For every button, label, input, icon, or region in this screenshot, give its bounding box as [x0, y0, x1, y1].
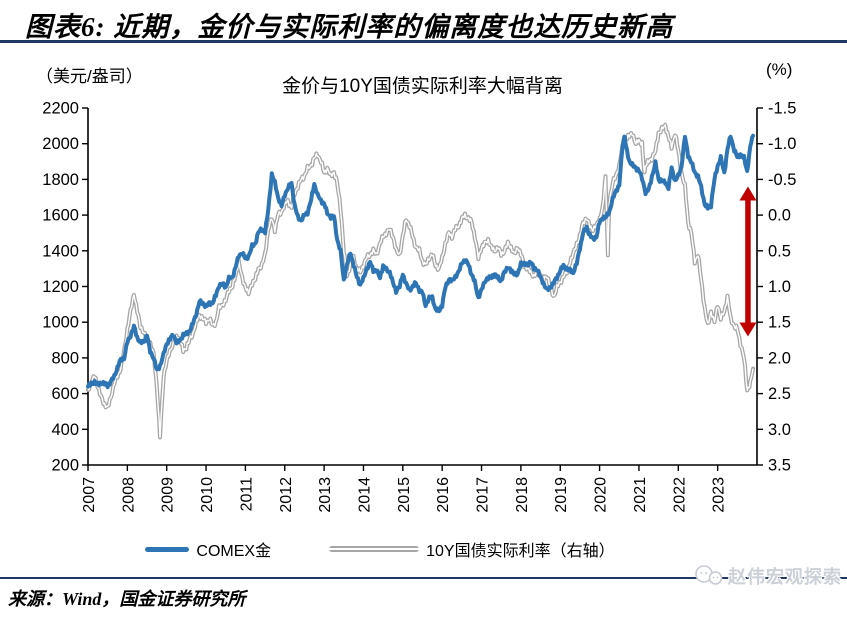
- svg-text:2017: 2017: [475, 477, 492, 513]
- svg-text:-1.5: -1.5: [768, 100, 796, 118]
- svg-text:2009: 2009: [160, 477, 177, 513]
- svg-text:600: 600: [51, 385, 79, 403]
- svg-text:0.5: 0.5: [768, 242, 791, 260]
- legend-label-comex-gold: COMEX金: [196, 543, 272, 560]
- divergence-double-arrow: [739, 186, 757, 337]
- svg-text:2019: 2019: [553, 477, 570, 513]
- svg-text:800: 800: [51, 349, 79, 367]
- svg-text:2.0: 2.0: [768, 349, 791, 367]
- svg-text:2022: 2022: [671, 477, 688, 513]
- svg-text:2008: 2008: [120, 477, 137, 513]
- svg-text:-0.5: -0.5: [768, 171, 796, 189]
- source-note: 来源：Wind，国金证券研究所: [8, 589, 246, 609]
- axis-ticks: [82, 107, 763, 471]
- svg-text:2010: 2010: [199, 477, 216, 513]
- svg-text:2015: 2015: [396, 477, 413, 513]
- real-rate-line-core: [87, 124, 754, 439]
- watermark: 赵伟宏观探索: [694, 563, 842, 589]
- svg-text:2016: 2016: [435, 477, 452, 513]
- rate-line-swatch-icon: [329, 546, 420, 552]
- svg-text:3.0: 3.0: [768, 421, 791, 439]
- comex-gold-line: [86, 133, 756, 390]
- chart-legend: COMEX金 10Y国债实际利率（右轴）: [60, 537, 700, 561]
- svg-text:2012: 2012: [278, 477, 295, 513]
- chat-bubbles-logo-icon: [695, 565, 723, 585]
- svg-text:1.5: 1.5: [768, 314, 791, 332]
- svg-text:1.0: 1.0: [768, 278, 791, 296]
- legend-label-real-rate: 10Y国债实际利率（右轴）: [426, 543, 615, 560]
- svg-text:2021: 2021: [632, 477, 649, 513]
- svg-text:400: 400: [51, 421, 79, 439]
- svg-text:1800: 1800: [42, 171, 79, 189]
- axis-tick-labels: 200 400 600 800 1000 1200 1400 1600 1800 2000 2200…: [42, 100, 796, 513]
- svg-text:2200: 2200: [42, 100, 79, 118]
- gold-line-swatch-icon: [145, 546, 190, 552]
- footer-rule: [0, 577, 847, 579]
- svg-text:2013: 2013: [317, 477, 334, 513]
- svg-text:1200: 1200: [42, 278, 79, 296]
- watermark-text: 赵伟宏观探索: [728, 567, 842, 587]
- svg-text:2018: 2018: [514, 477, 531, 513]
- svg-text:1000: 1000: [42, 314, 79, 332]
- report-title: 图表6: 近期，金价与实际利率的偏离度也达历史新高: [25, 12, 674, 42]
- legend-item-real-rate: 10Y国债实际利率（右轴）: [329, 537, 615, 561]
- svg-text:2007: 2007: [81, 477, 98, 513]
- right-axis-unit-label: (%): [766, 60, 793, 79]
- svg-text:2000: 2000: [42, 135, 79, 153]
- svg-text:2023: 2023: [711, 477, 728, 513]
- svg-text:200: 200: [51, 457, 79, 475]
- svg-text:-1.0: -1.0: [768, 135, 796, 153]
- svg-text:2011: 2011: [238, 477, 255, 512]
- svg-text:3.5: 3.5: [768, 457, 791, 475]
- svg-text:2014: 2014: [356, 477, 373, 513]
- svg-text:2.5: 2.5: [768, 385, 791, 403]
- svg-text:1400: 1400: [42, 242, 79, 260]
- left-axis-unit-label: （美元/盎司）: [36, 67, 143, 86]
- legend-item-comex-gold: COMEX金: [145, 537, 271, 561]
- svg-text:1600: 1600: [42, 207, 79, 225]
- chart-title: 金价与10Y国债实际利率大幅背离: [282, 76, 563, 97]
- header-rule: [0, 40, 847, 43]
- svg-text:0.0: 0.0: [768, 207, 791, 225]
- svg-text:2020: 2020: [593, 477, 610, 513]
